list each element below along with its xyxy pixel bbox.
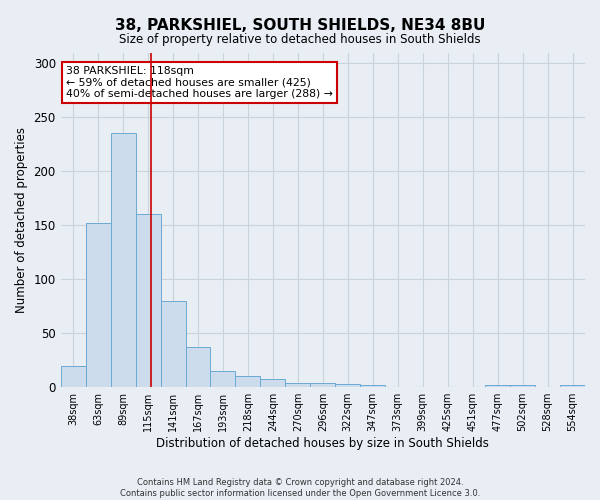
Bar bbox=[510, 385, 535, 387]
Bar bbox=[286, 383, 310, 387]
Bar bbox=[86, 223, 110, 387]
Bar bbox=[360, 385, 385, 387]
Text: 38 PARKSHIEL: 118sqm
← 59% of detached houses are smaller (425)
40% of semi-deta: 38 PARKSHIEL: 118sqm ← 59% of detached h… bbox=[66, 66, 333, 99]
Bar bbox=[61, 366, 86, 387]
Bar bbox=[185, 348, 211, 387]
Bar bbox=[161, 301, 185, 387]
X-axis label: Distribution of detached houses by size in South Shields: Distribution of detached houses by size … bbox=[157, 437, 489, 450]
Bar bbox=[335, 384, 360, 387]
Bar bbox=[310, 383, 335, 387]
Text: 38, PARKSHIEL, SOUTH SHIELDS, NE34 8BU: 38, PARKSHIEL, SOUTH SHIELDS, NE34 8BU bbox=[115, 18, 485, 32]
Bar bbox=[136, 214, 161, 387]
Bar bbox=[211, 371, 235, 387]
Bar bbox=[235, 376, 260, 387]
Bar bbox=[485, 385, 510, 387]
Bar bbox=[560, 385, 585, 387]
Bar bbox=[110, 134, 136, 387]
Y-axis label: Number of detached properties: Number of detached properties bbox=[15, 127, 28, 313]
Text: Size of property relative to detached houses in South Shields: Size of property relative to detached ho… bbox=[119, 32, 481, 46]
Bar bbox=[260, 378, 286, 387]
Text: Contains HM Land Registry data © Crown copyright and database right 2024.
Contai: Contains HM Land Registry data © Crown c… bbox=[120, 478, 480, 498]
